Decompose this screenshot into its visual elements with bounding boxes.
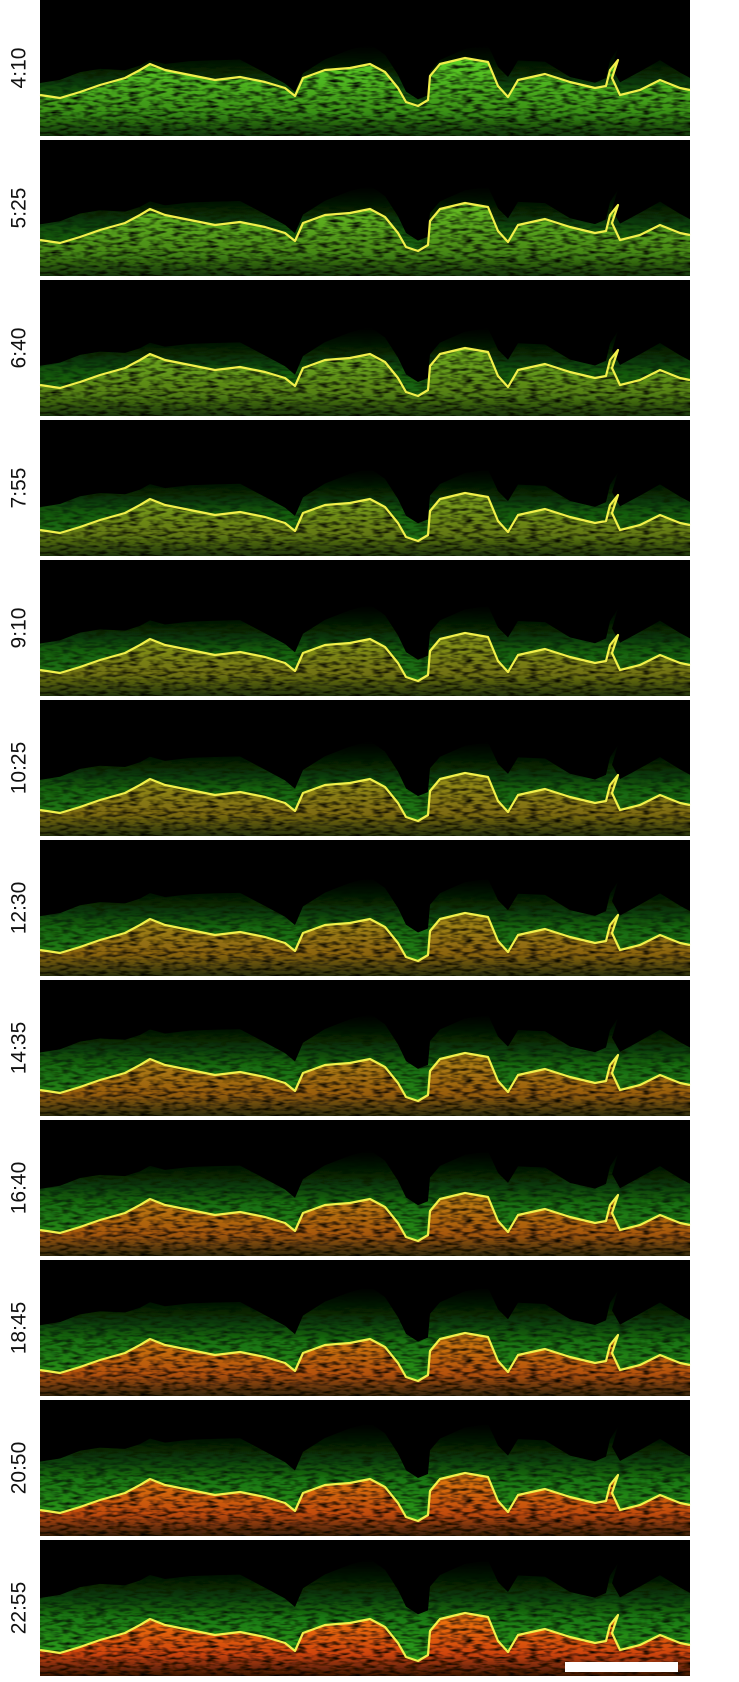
texture	[40, 326, 690, 416]
outline	[39, 491, 691, 543]
outline	[39, 201, 691, 253]
red-tissue	[40, 493, 690, 556]
red-tissue	[40, 1613, 690, 1676]
time-label: 5:25	[8, 188, 31, 229]
time-label: 12:30	[8, 882, 31, 935]
texture	[40, 740, 690, 836]
red-tissue	[40, 203, 690, 276]
time-label: 6:40	[8, 328, 31, 369]
outline	[39, 631, 691, 683]
texture	[40, 185, 690, 276]
texture	[40, 1422, 690, 1536]
red-tissue	[40, 633, 690, 696]
time-label: 20:50	[8, 1442, 31, 1495]
outline	[39, 1471, 691, 1523]
outline	[39, 771, 691, 823]
texture	[40, 1286, 690, 1396]
scale-bar	[565, 1662, 678, 1672]
time-label: 9:10	[8, 608, 31, 649]
red-tissue	[40, 913, 690, 976]
image-panel	[39, 1260, 691, 1396]
outline	[39, 56, 691, 108]
time-label: 14:35	[8, 1022, 31, 1075]
red-tissue	[40, 1473, 690, 1536]
red-tissue	[40, 773, 690, 836]
outline	[39, 346, 691, 398]
outline	[39, 1611, 691, 1663]
time-label: 16:40	[8, 1162, 31, 1215]
texture	[40, 604, 690, 696]
time-label: 18:45	[8, 1302, 31, 1355]
texture	[40, 1013, 690, 1116]
texture	[40, 1559, 690, 1676]
time-label: 7:55	[8, 468, 31, 509]
image-panel	[39, 1120, 691, 1256]
texture	[40, 1150, 690, 1256]
outline	[39, 911, 691, 963]
image-panel	[39, 840, 691, 976]
image-panel	[39, 420, 691, 556]
outline	[39, 1331, 691, 1383]
red-tissue	[40, 1053, 690, 1116]
texture	[40, 468, 690, 556]
image-panel	[39, 140, 691, 276]
image-panel	[39, 980, 691, 1116]
red-tissue	[40, 1333, 690, 1396]
image-panel	[39, 700, 691, 836]
red-tissue	[40, 1193, 690, 1256]
image-panel	[39, 0, 691, 137]
image-panel	[39, 1540, 691, 1676]
outline	[39, 1051, 691, 1103]
image-panel	[39, 560, 691, 696]
time-label: 22:55	[8, 1582, 31, 1635]
image-panel	[39, 280, 691, 416]
time-label: 10:25	[8, 742, 31, 795]
image-panel	[39, 1400, 691, 1536]
red-tissue	[40, 348, 690, 416]
outline	[39, 1191, 691, 1243]
texture	[40, 877, 690, 976]
time-label: 4:10	[8, 48, 31, 89]
